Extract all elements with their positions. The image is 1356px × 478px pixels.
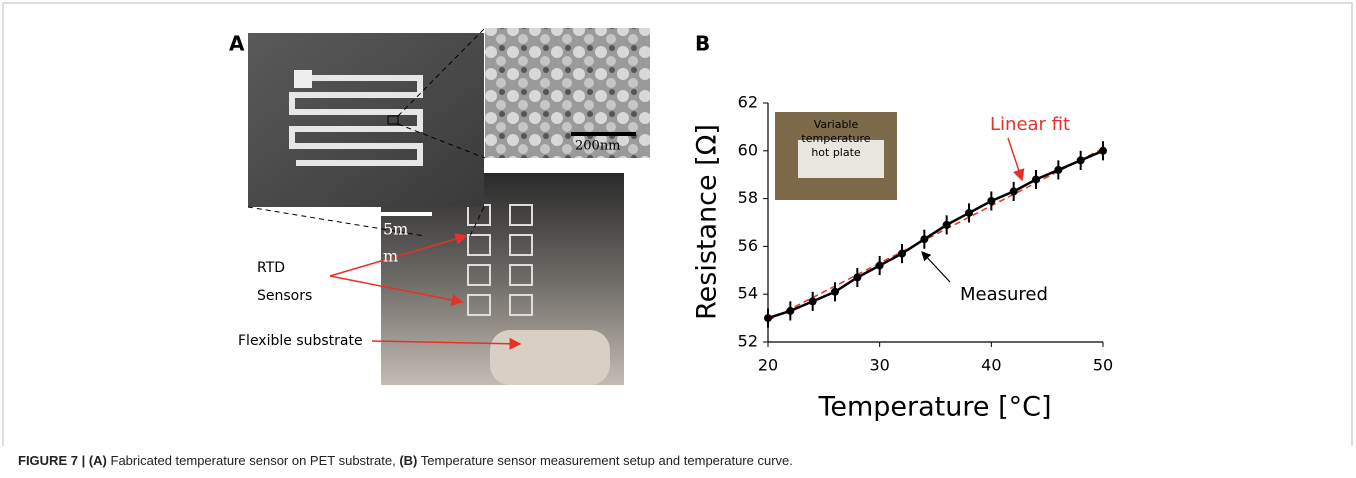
page: A 5m m 200nm RTD Sensors Flexible substr…	[0, 0, 1356, 478]
panel-label: B	[695, 32, 710, 56]
x-tick-label: 50	[1093, 356, 1113, 375]
data-point	[1010, 187, 1018, 195]
pad	[294, 70, 312, 88]
y-tick-label: 62	[738, 93, 758, 112]
annotation-arrow	[922, 252, 950, 282]
caption-label: (B)	[399, 453, 417, 468]
y-tick-label: 58	[738, 188, 758, 207]
y-axis-title: Resistance [Ω]	[692, 124, 723, 320]
data-point	[1032, 175, 1040, 183]
data-point	[1077, 156, 1085, 164]
caption: FIGURE 7 | (A) Fabricated temperature se…	[18, 453, 793, 468]
x-tick-label: 40	[981, 356, 1001, 375]
y-tick-label: 60	[738, 140, 758, 159]
annotation-arrow	[1008, 138, 1022, 180]
caption-text: Temperature sensor measurement setup and…	[421, 453, 793, 468]
x-tick-label: 20	[758, 356, 778, 375]
substrate-label: Flexible substrate	[238, 333, 363, 349]
x-axis-title: Temperature [°C]	[817, 392, 1051, 423]
y-tick-label: 56	[738, 236, 758, 255]
rtd-label: RTD	[257, 260, 285, 276]
caption-text: Fabricated temperature sensor on PET sub…	[111, 453, 396, 468]
data-point	[831, 288, 839, 296]
scale-label: m	[383, 247, 398, 266]
glove	[490, 330, 610, 385]
panel-label: A	[229, 32, 245, 56]
data-point	[965, 209, 973, 217]
data-point	[853, 273, 861, 281]
x-tick-label: 30	[869, 356, 889, 375]
data-point	[943, 221, 951, 229]
data-point	[987, 197, 995, 205]
data-point	[1054, 166, 1062, 174]
caption-label: FIGURE 7 | (A)	[18, 453, 107, 468]
figure: A 5m m 200nm RTD Sensors Flexible substr…	[0, 0, 1356, 446]
photo-sensor	[248, 33, 484, 207]
data-point	[809, 297, 817, 305]
figure-border	[3, 3, 1352, 446]
data-point	[764, 314, 772, 322]
data-point	[786, 307, 794, 315]
annotation: Measured	[960, 284, 1048, 305]
sem-scale-label: 200nm	[575, 139, 621, 154]
inset-text: temperature	[801, 132, 870, 145]
data-point	[898, 250, 906, 258]
annotation: Linear fit	[990, 114, 1070, 135]
rtd-label: Sensors	[257, 288, 312, 304]
data-point	[876, 262, 884, 270]
inset-text: Variable	[814, 118, 859, 131]
inset-text: hot plate	[811, 146, 861, 159]
data-point	[920, 235, 928, 243]
sem-image	[485, 28, 650, 158]
y-tick-label: 52	[738, 332, 758, 351]
data-point	[1099, 147, 1107, 155]
scale-label: 5m	[383, 220, 408, 239]
y-tick-label: 54	[738, 284, 758, 303]
